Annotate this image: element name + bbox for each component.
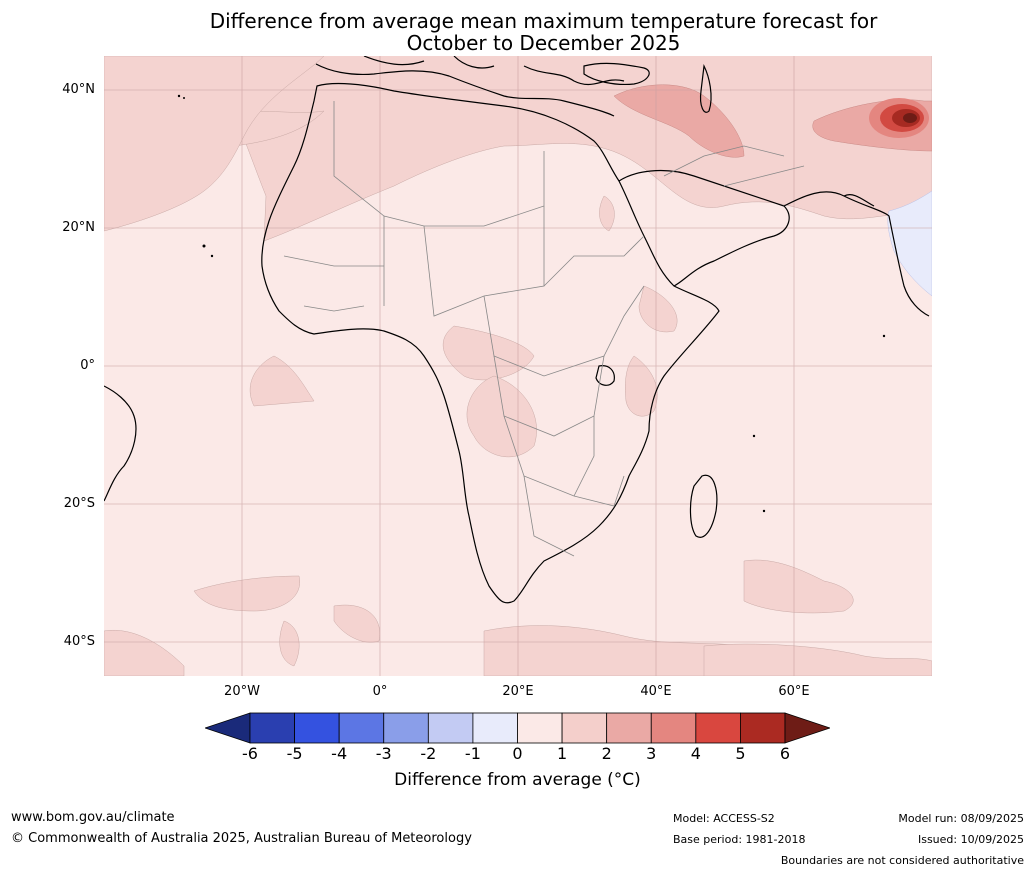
coastlines (104, 56, 930, 604)
colorbar-tick-label: -2 (420, 744, 437, 763)
title-line-2: October to December 2025 (406, 31, 681, 55)
colorbar-tick-label: -4 (331, 744, 348, 763)
colorbar-segment (383, 712, 429, 744)
colorbar-segment (517, 712, 563, 744)
lat-label-20s: 20°S (63, 496, 95, 511)
lon-label-20e: 20°E (502, 684, 534, 699)
colorbar-segment (249, 712, 295, 744)
map-title: Difference from average mean maximum tem… (0, 10, 1035, 54)
colorbar (205, 712, 830, 744)
colorbar-segment (427, 712, 474, 744)
title-line-1: Difference from average mean maximum tem… (209, 9, 878, 33)
footer-model: Model: ACCESS-S2 (673, 812, 775, 825)
colorbar-tick-label: -1 (464, 744, 481, 763)
lon-label-60e: 60°E (778, 684, 810, 699)
colorbar-tick-label: 1 (556, 744, 568, 763)
colorbar-tick-label: -3 (375, 744, 392, 763)
colorbar-tick-label: 6 (779, 744, 791, 763)
country-borders (283, 101, 805, 557)
footer-model-run: Model run: 08/09/2025 (898, 812, 1024, 825)
lon-label-40e: 40°E (640, 684, 672, 699)
colorbar-extension-low (205, 712, 251, 744)
colorbar-tick-label: 0 (512, 744, 523, 763)
forecast-map (104, 56, 932, 676)
lon-label-0: 0° (372, 684, 388, 699)
lat-label-20n: 20°N (62, 220, 95, 235)
lat-label-40s: 40°S (63, 634, 95, 649)
colorbar-segment (606, 712, 652, 744)
colorbar-extension-high (784, 712, 830, 744)
anomaly-band-1-2 (104, 56, 932, 676)
colorbar-segment (695, 712, 741, 744)
anomaly-cool-band (887, 190, 932, 297)
colorbar-tick-label: 3 (646, 744, 657, 763)
colorbar-label: Difference from average (°C) (394, 770, 641, 790)
colorbar-tick-label: 4 (690, 744, 701, 763)
footer-website: www.bom.gov.au/climate (11, 810, 175, 825)
colorbar-segment (740, 712, 786, 744)
colorbar-segment (561, 712, 608, 744)
footer-disclaimer: Boundaries are not considered authoritat… (780, 854, 1024, 867)
lat-label-equator: 0° (80, 358, 95, 373)
footer-issued: Issued: 10/09/2025 (917, 833, 1024, 846)
colorbar-segment (472, 712, 518, 744)
footer-copyright: © Commonwealth of Australia 2025, Austra… (11, 831, 472, 846)
footer-base-period: Base period: 1981-2018 (673, 833, 806, 846)
colorbar-tick-label: -5 (286, 744, 303, 763)
map-svg (104, 56, 932, 676)
colorbar-segment (294, 712, 340, 744)
lon-label-20w: 20°W (224, 684, 260, 699)
colorbar-segment (650, 712, 697, 744)
colorbar-tick-label: 2 (601, 744, 612, 763)
islands (177, 94, 886, 513)
colorbar-segment (338, 712, 385, 744)
lat-label-40n: 40°N (62, 82, 95, 97)
anomaly-hotspot (869, 98, 929, 138)
graticule (104, 56, 932, 676)
colorbar-tick-label: -6 (242, 744, 258, 763)
colorbar-tick-label: 5 (735, 744, 746, 763)
